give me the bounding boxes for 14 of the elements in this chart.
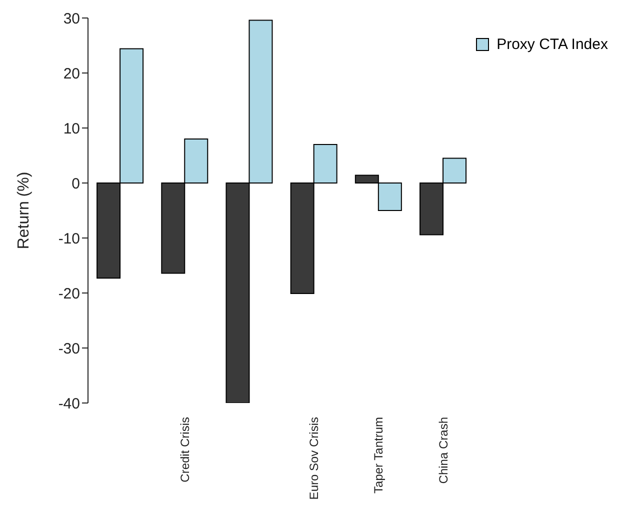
y-tick-label: -40	[58, 395, 80, 412]
y-tick-label: -20	[58, 285, 80, 302]
x-tick-label: Credit Crisis	[178, 417, 192, 482]
y-tick-label: -30	[58, 340, 80, 358]
y-tick-label: 0	[72, 175, 80, 192]
x-tick-label: Taper Tantrum	[372, 417, 386, 494]
x-tick-label: Euro Sov Crisis	[307, 417, 322, 500]
y-tick-label: 10	[63, 120, 80, 138]
y-tick-label: 30	[63, 10, 80, 28]
y-axis-title: Return (%)	[16, 172, 33, 250]
x-tick-label: China Crash	[436, 417, 450, 484]
y-tick-label: -10	[58, 230, 80, 248]
y-tick-label: 20	[63, 65, 80, 82]
legend-label: Proxy CTA Index	[496, 36, 608, 53]
